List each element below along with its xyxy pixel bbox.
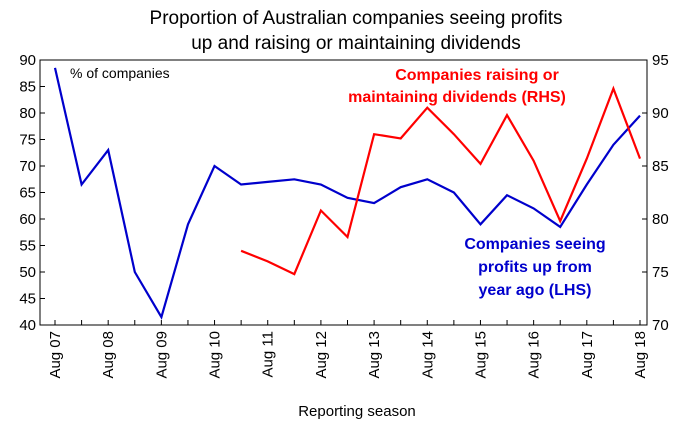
left-tick-label: 60 (19, 211, 36, 228)
x-tick-label: Aug 18 (632, 331, 649, 379)
x-tick-label: Aug 09 (153, 331, 170, 379)
blue-series-annotation: Companies seeing profits up from year ag… (464, 236, 605, 299)
blue-annotation-line-1: Companies seeing (464, 236, 605, 253)
x-tick-label: Aug 16 (526, 331, 543, 379)
right-axis: 70 75 80 85 90 95 (642, 52, 669, 334)
dividends-series-line (240, 85, 642, 276)
left-tick-label: 50 (19, 264, 36, 281)
x-tick-label: Aug 12 (313, 331, 330, 379)
left-tick-label: 55 (19, 238, 36, 255)
chart-title-line-2: up and raising or maintaining dividends (191, 33, 521, 54)
x-tick-label: Aug 14 (419, 331, 436, 379)
red-annotation-line-2: maintaining dividends (RHS) (348, 89, 566, 106)
right-tick-label: 80 (652, 211, 669, 228)
right-tick-label: 95 (652, 52, 669, 69)
x-tick-label: Aug 17 (579, 331, 596, 379)
left-tick-label: 65 (19, 185, 36, 202)
blue-annotation-line-3: year ago (LHS) (479, 282, 592, 299)
series-layer (53, 67, 642, 320)
x-tick-label: Aug 13 (366, 331, 383, 379)
chart-title-line-1: Proportion of Australian companies seein… (150, 8, 563, 29)
left-tick-label: 70 (19, 158, 36, 175)
right-tick-label: 85 (652, 158, 669, 175)
x-axis: Aug 07 Aug 08 Aug 09 Aug 10 Aug 11 Aug 12 Aug … (47, 320, 649, 379)
x-tick-label: Aug 11 (260, 331, 277, 377)
profits-series-line (53, 67, 641, 320)
red-series-annotation: Companies raising or maintaining dividen… (348, 67, 566, 106)
right-tick-label: 70 (652, 317, 669, 334)
x-tick-label: Aug 15 (472, 331, 489, 379)
x-tick-label: Aug 08 (100, 331, 117, 379)
left-tick-label: 75 (19, 132, 36, 149)
right-tick-label: 90 (652, 105, 669, 122)
left-tick-label: 45 (19, 291, 36, 308)
x-axis-title: Reporting season (298, 403, 416, 420)
red-annotation-line-1: Companies raising or (395, 67, 559, 84)
left-axis: 40 45 50 55 60 65 70 75 80 85 90 (19, 52, 45, 334)
right-tick-label: 75 (652, 264, 669, 281)
x-tick-label: Aug 07 (47, 331, 64, 379)
left-tick-label: 40 (19, 317, 36, 334)
x-tick-label: Aug 10 (207, 331, 224, 379)
blue-annotation-line-2: profits up from (478, 259, 592, 276)
left-tick-label: 85 (19, 79, 36, 96)
left-axis-unit-label: % of companies (70, 65, 170, 81)
left-tick-label: 80 (19, 105, 36, 122)
left-tick-label: 90 (19, 52, 36, 69)
